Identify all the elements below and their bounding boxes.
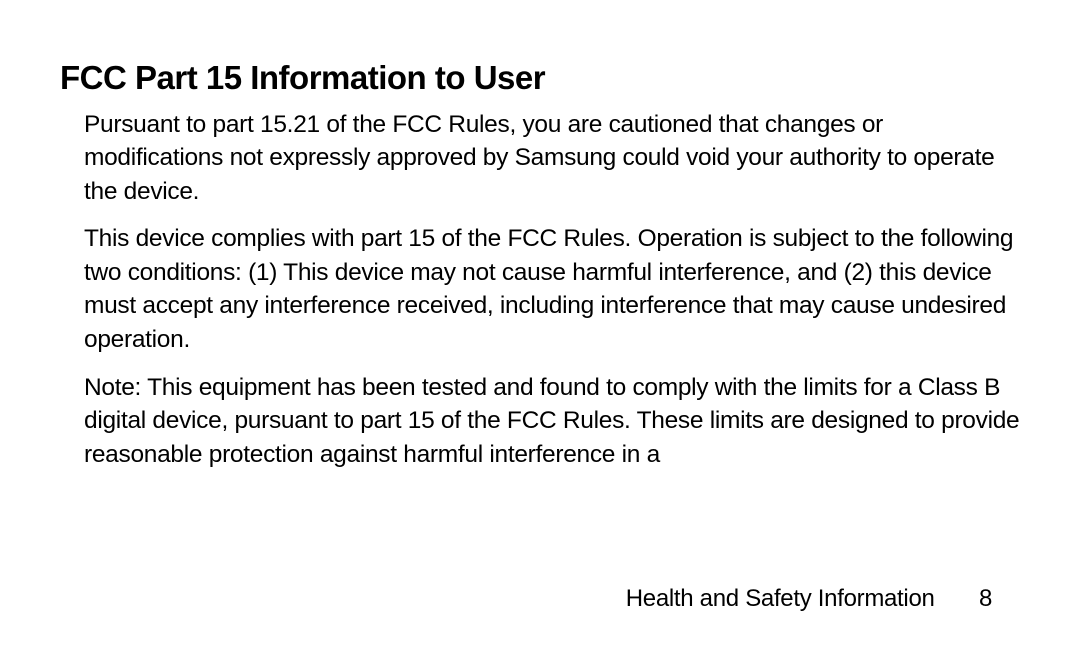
- page-number: 8: [979, 585, 992, 613]
- footer-section-label: Health and Safety Information: [626, 585, 935, 612]
- body-paragraph: This device complies with part 15 of the…: [60, 222, 1020, 356]
- page-footer: Health and Safety Information 8: [0, 585, 1080, 613]
- document-page: FCC Part 15 Information to User Pursuant…: [0, 0, 1080, 655]
- body-paragraph: Note: This equipment has been tested and…: [60, 371, 1020, 472]
- body-paragraph: Pursuant to part 15.21 of the FCC Rules,…: [60, 108, 1020, 209]
- page-heading: FCC Part 15 Information to User: [60, 58, 1020, 98]
